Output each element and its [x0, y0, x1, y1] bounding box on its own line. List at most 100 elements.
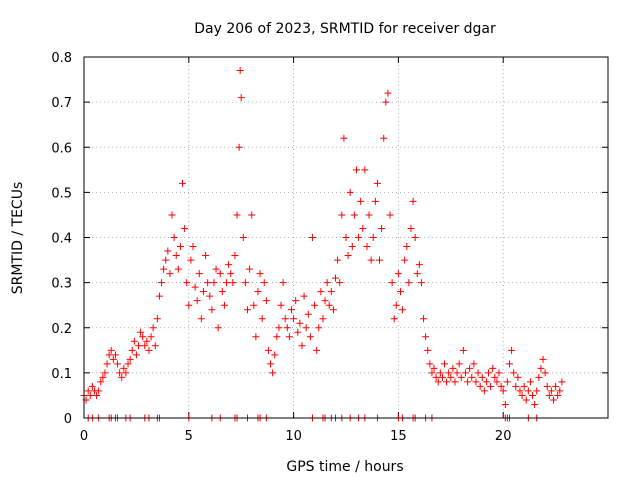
data-point [350, 211, 358, 219]
data-point [485, 369, 493, 377]
data-point [489, 364, 497, 372]
data-point [236, 67, 244, 75]
data-point [116, 369, 124, 377]
data-point [187, 256, 195, 264]
x-tick-label: 10 [285, 429, 302, 444]
data-point [495, 369, 503, 377]
data-point [107, 346, 115, 354]
data-point [417, 279, 425, 287]
data-point [430, 364, 438, 372]
data-point [199, 288, 207, 296]
data-point [457, 373, 465, 381]
data-point [243, 306, 251, 314]
data-point [141, 342, 149, 350]
data-point [208, 306, 216, 314]
data-point [533, 387, 541, 395]
data-point [283, 324, 291, 332]
data-point [145, 346, 153, 354]
data-point [288, 306, 296, 314]
data-point [279, 279, 287, 287]
data-point [250, 301, 258, 309]
data-point [392, 301, 400, 309]
data-point [547, 387, 555, 395]
data-point [482, 378, 490, 386]
data-point [443, 378, 451, 386]
data-point [323, 279, 331, 287]
data-point [300, 292, 308, 300]
data-point [512, 382, 520, 390]
data-point [470, 360, 478, 368]
data-point [348, 243, 356, 251]
data-point [164, 247, 172, 255]
data-point [147, 333, 155, 341]
data-point [363, 243, 371, 251]
data-point [134, 342, 142, 350]
data-point [541, 369, 549, 377]
data-point [369, 234, 377, 241]
data-point [256, 270, 264, 278]
data-point [114, 360, 122, 368]
data-point [344, 252, 352, 260]
data-point [468, 373, 476, 381]
data-point [313, 346, 321, 354]
data-point [128, 346, 136, 354]
data-point [172, 252, 180, 260]
data-point [260, 279, 268, 287]
y-tick-label: 0.2 [51, 322, 72, 337]
data-point [426, 360, 434, 368]
data-point [84, 387, 92, 395]
data-point [399, 306, 407, 314]
data-point [246, 265, 254, 273]
data-point [388, 279, 396, 287]
data-point [197, 315, 205, 323]
data-point [529, 391, 537, 399]
data-point [267, 360, 275, 368]
chart-title: Day 206 of 2023, SRMTID for receiver dga… [194, 21, 496, 37]
data-point [241, 279, 249, 287]
data-point [545, 391, 553, 399]
data-point [432, 373, 440, 381]
y-tick-label: 0.3 [51, 277, 72, 292]
y-tick-label: 0.8 [51, 51, 72, 66]
data-point [361, 166, 369, 174]
data-point [522, 396, 530, 404]
data-point [191, 283, 199, 291]
data-point [367, 256, 375, 264]
data-point [223, 279, 231, 287]
data-point [302, 324, 310, 332]
data-point [514, 373, 522, 381]
data-point [499, 387, 507, 395]
data-point [162, 256, 170, 264]
data-point [501, 400, 509, 408]
data-point [487, 382, 495, 390]
data-point [325, 301, 333, 309]
data-point [262, 297, 270, 305]
grid [84, 57, 608, 418]
data-point [365, 211, 373, 219]
data-point [352, 166, 360, 174]
data-point [149, 324, 157, 332]
data-point [466, 364, 474, 372]
x-tick-label: 0 [80, 429, 88, 444]
data-point [143, 337, 151, 345]
data-point [151, 342, 159, 350]
data-point [130, 337, 138, 345]
data-point [195, 270, 203, 278]
data-point [227, 270, 235, 278]
data-point [237, 94, 245, 102]
x-tick-label: 20 [495, 429, 512, 444]
data-point [225, 261, 233, 269]
data-point [216, 270, 224, 278]
data-point [518, 391, 526, 399]
data-point [229, 279, 237, 287]
data-point [526, 378, 534, 386]
data-point [552, 382, 560, 390]
data-point [438, 373, 446, 381]
data-point [413, 270, 421, 278]
data-point [434, 378, 442, 386]
data-point [118, 373, 126, 381]
data-point [453, 369, 461, 377]
data-point [212, 265, 220, 273]
data-point [160, 265, 168, 273]
y-tick-label: 0.6 [51, 141, 72, 156]
